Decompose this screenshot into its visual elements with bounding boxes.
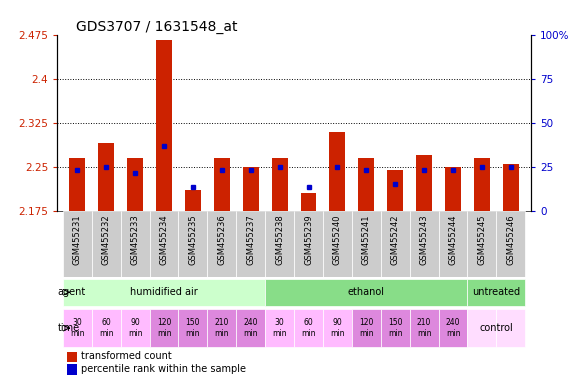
Text: percentile rank within the sample: percentile rank within the sample	[81, 364, 246, 374]
Text: GSM455239: GSM455239	[304, 214, 313, 265]
Text: GSM455242: GSM455242	[391, 214, 400, 265]
Bar	[468, 310, 496, 347]
Text: 60
min: 60 min	[99, 318, 114, 338]
Bar	[409, 310, 439, 347]
Text: transformed count: transformed count	[81, 351, 171, 361]
Bar	[98, 143, 114, 211]
Bar	[496, 211, 525, 277]
Bar	[439, 211, 468, 277]
Text: 90
min: 90 min	[330, 318, 345, 338]
Bar	[409, 211, 439, 277]
Text: GSM455243: GSM455243	[420, 214, 429, 265]
Bar	[150, 211, 179, 277]
Text: GDS3707 / 1631548_at: GDS3707 / 1631548_at	[76, 20, 238, 33]
Bar	[67, 364, 77, 375]
Bar	[63, 310, 92, 347]
Bar	[265, 310, 294, 347]
Bar	[496, 310, 525, 347]
Bar	[359, 158, 374, 211]
Text: 90
min: 90 min	[128, 318, 142, 338]
Text: GSM455238: GSM455238	[275, 214, 284, 265]
Text: GSM455233: GSM455233	[131, 214, 140, 265]
Bar	[214, 158, 230, 211]
Text: GSM455235: GSM455235	[188, 214, 198, 265]
Bar	[387, 170, 403, 211]
Bar	[445, 167, 461, 211]
Text: GSM455231: GSM455231	[73, 214, 82, 265]
Text: 30
min: 30 min	[70, 318, 85, 338]
Text: 120
min: 120 min	[359, 318, 373, 338]
Bar	[294, 211, 323, 277]
Bar	[156, 40, 172, 211]
Text: 210
min: 210 min	[417, 318, 431, 338]
Text: time: time	[58, 323, 80, 333]
Bar	[439, 310, 468, 347]
Bar	[207, 211, 236, 277]
Bar	[265, 279, 468, 306]
Bar	[236, 211, 265, 277]
Bar	[127, 158, 143, 211]
Bar	[352, 310, 381, 347]
Bar	[323, 211, 352, 277]
Bar	[92, 310, 120, 347]
Text: 30
min: 30 min	[272, 318, 287, 338]
Bar	[329, 132, 345, 211]
Bar	[67, 351, 77, 362]
Bar	[92, 211, 120, 277]
Text: control: control	[480, 323, 513, 333]
Text: 210
min: 210 min	[215, 318, 229, 338]
Text: GSM455246: GSM455246	[506, 214, 515, 265]
Bar	[265, 211, 294, 277]
Bar	[63, 211, 92, 277]
Bar	[179, 310, 207, 347]
Bar	[381, 211, 409, 277]
Bar	[120, 310, 150, 347]
Bar	[416, 155, 432, 211]
Text: GSM455245: GSM455245	[477, 214, 486, 265]
Bar	[468, 279, 525, 306]
Bar	[120, 211, 150, 277]
Text: 60
min: 60 min	[301, 318, 316, 338]
Bar	[185, 190, 201, 211]
Bar	[272, 158, 288, 211]
Bar	[150, 310, 179, 347]
Bar	[294, 310, 323, 347]
Bar	[236, 310, 265, 347]
Text: GSM455234: GSM455234	[159, 214, 168, 265]
Bar	[70, 158, 85, 211]
Bar	[474, 158, 490, 211]
Bar	[63, 279, 265, 306]
Text: GSM455240: GSM455240	[333, 214, 342, 265]
Text: ethanol: ethanol	[348, 287, 385, 297]
Text: agent: agent	[58, 287, 86, 297]
Text: GSM455237: GSM455237	[246, 214, 255, 265]
Bar	[381, 310, 409, 347]
Bar	[207, 310, 236, 347]
Text: 150
min: 150 min	[388, 318, 403, 338]
Text: GSM455241: GSM455241	[362, 214, 371, 265]
Text: untreated: untreated	[472, 287, 520, 297]
Text: 240
min: 240 min	[446, 318, 460, 338]
Text: 150
min: 150 min	[186, 318, 200, 338]
Text: 120
min: 120 min	[157, 318, 171, 338]
Text: humidified air: humidified air	[130, 287, 198, 297]
Bar	[503, 164, 518, 211]
Text: GSM455244: GSM455244	[448, 214, 457, 265]
Bar	[300, 193, 316, 211]
Bar	[323, 310, 352, 347]
Text: 240
min: 240 min	[243, 318, 258, 338]
Bar	[243, 167, 259, 211]
Bar	[468, 211, 496, 277]
Bar	[179, 211, 207, 277]
Text: GSM455236: GSM455236	[218, 214, 226, 265]
Bar	[352, 211, 381, 277]
Text: GSM455232: GSM455232	[102, 214, 111, 265]
